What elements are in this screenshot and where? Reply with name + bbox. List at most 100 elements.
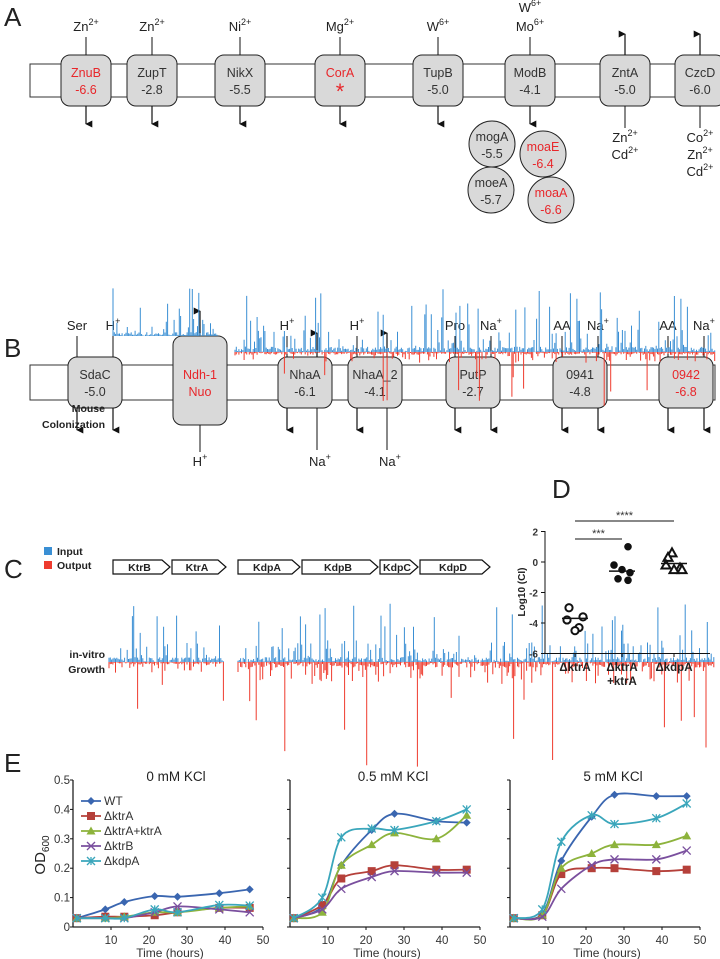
- ion-label: W6+: [427, 17, 450, 34]
- transporter-name: NhaA_2: [352, 368, 397, 382]
- transporter-tupb: TupB -5.0 W6+: [412, 17, 464, 128]
- ion-symbol: Zn: [687, 147, 702, 162]
- transporter-putp: PutP -2.7 Pro Na+: [445, 316, 502, 434]
- marker-diamond: [245, 885, 254, 894]
- y-tick-label: -2: [529, 589, 538, 600]
- input-read-bars: [234, 289, 716, 352]
- ion-label: AA: [553, 318, 571, 333]
- track-label: Growth: [68, 664, 105, 676]
- marker-star: [72, 913, 82, 923]
- marker-star: [336, 832, 346, 842]
- output-read-bars: [234, 352, 716, 406]
- ion-charge: +: [604, 316, 609, 326]
- ion-label: Mo6+: [516, 17, 544, 34]
- x-tick-label: 10: [322, 935, 335, 947]
- gene-arrow-kdpd: [419, 559, 491, 575]
- x-tick-label: 20: [143, 935, 156, 947]
- marker-triangle: [367, 840, 377, 849]
- ion-symbol: Zn: [612, 130, 627, 145]
- legend-label: WT: [104, 794, 123, 808]
- ion-charge: 2+: [703, 162, 713, 172]
- fitness-score: -2.7: [462, 385, 484, 399]
- series-line-0: [513, 792, 687, 921]
- subplot-title: 5 mM KCl: [583, 769, 642, 784]
- ion-symbol: Co: [687, 130, 704, 145]
- fitness-score: -4.1: [519, 83, 541, 97]
- transporter-0941: 0941 -4.8 AA Na+: [552, 316, 609, 434]
- marker-triangle: [431, 834, 441, 843]
- marker-x: [651, 854, 661, 864]
- ion-label: Ser: [67, 318, 88, 333]
- marker-diamond: [390, 809, 399, 818]
- ion-symbol: H: [280, 318, 289, 333]
- marker-star: [150, 904, 160, 914]
- marker-stroke: [556, 884, 566, 894]
- marker-stroke: [317, 904, 327, 914]
- data-point: [624, 576, 632, 585]
- legend-swatch-input: [44, 547, 52, 555]
- ion-symbol: Na: [379, 454, 396, 469]
- ion-charge: 2+: [344, 17, 354, 27]
- x-axis-label: Time (hours): [353, 946, 421, 959]
- data-point: [564, 603, 574, 613]
- fitness-score: -6.0: [689, 83, 711, 97]
- fitness-score: -6.6: [540, 203, 562, 217]
- subplot-title: 0 mM KCl: [146, 769, 205, 784]
- output-read-bars: [108, 662, 224, 709]
- gene-name: mogA: [476, 130, 509, 144]
- marker-triangle: [556, 863, 566, 872]
- series-line-3: [513, 849, 687, 921]
- ion-charge: +: [396, 452, 401, 462]
- marker-diamond: [652, 792, 661, 801]
- ion-symbol: Cd: [612, 147, 629, 162]
- marker-star: [610, 819, 619, 829]
- marker-triangle: [537, 910, 547, 919]
- transporter-box: [658, 356, 714, 409]
- ion-symbol: Na: [480, 318, 497, 333]
- category-label: +ktrA: [607, 676, 637, 688]
- x-tick-label: 30: [398, 935, 411, 947]
- y-tick-label: -4: [529, 619, 538, 630]
- marker-square: [587, 864, 596, 873]
- gene-name: moaE: [527, 140, 560, 154]
- marker-stroke: [682, 846, 692, 856]
- marker-square: [432, 865, 441, 874]
- track-label: Colonization: [42, 419, 105, 431]
- ion-charge: +: [497, 316, 502, 326]
- marker-diamond: [215, 889, 224, 898]
- marker-stroke: [245, 907, 255, 917]
- marker-triangle: [317, 907, 327, 916]
- y-tick-label: 0.1: [54, 893, 70, 905]
- transporter-nhaa: NhaA-6.1H+Na+: [277, 316, 333, 469]
- marker-triangle: [336, 860, 346, 869]
- panel-letter-c: C: [4, 554, 23, 584]
- marker-star: [462, 804, 472, 814]
- marker-star: [509, 913, 519, 923]
- marker-square: [337, 874, 346, 883]
- transporter-box: [277, 356, 333, 409]
- ion-symbol: H: [350, 318, 359, 333]
- gene-arrow-kdpc: [379, 559, 419, 575]
- x-tick-label: 40: [436, 935, 449, 947]
- marker-stroke: [651, 854, 661, 864]
- ion-label: AA: [659, 318, 677, 333]
- ion-charge: 2+: [241, 17, 251, 27]
- x-tick-label: 10: [105, 935, 118, 947]
- panel-c-tnseq-reads: Mouse Colonization in-vitro Growth Input Outp…: [42, 288, 716, 767]
- ion-symbol: Cd: [687, 164, 704, 179]
- transporter-cora: CorA* Mg2+: [314, 17, 366, 128]
- ion-charge: 2+: [154, 17, 164, 27]
- data-point: [626, 568, 634, 577]
- gene-circle: [527, 176, 575, 224]
- marker-diamond: [610, 790, 619, 799]
- ion-charge: 2+: [88, 17, 98, 27]
- marker-square: [318, 900, 327, 909]
- panel-letter-e: E: [4, 748, 21, 778]
- ion-charge: 2+: [628, 145, 638, 155]
- panel-letter-b: B: [4, 333, 21, 363]
- marker-x: [245, 907, 255, 917]
- ion-label: Zn2+: [687, 145, 712, 162]
- marker-stroke: [336, 884, 346, 894]
- transporter-subname: Nuo: [189, 385, 212, 399]
